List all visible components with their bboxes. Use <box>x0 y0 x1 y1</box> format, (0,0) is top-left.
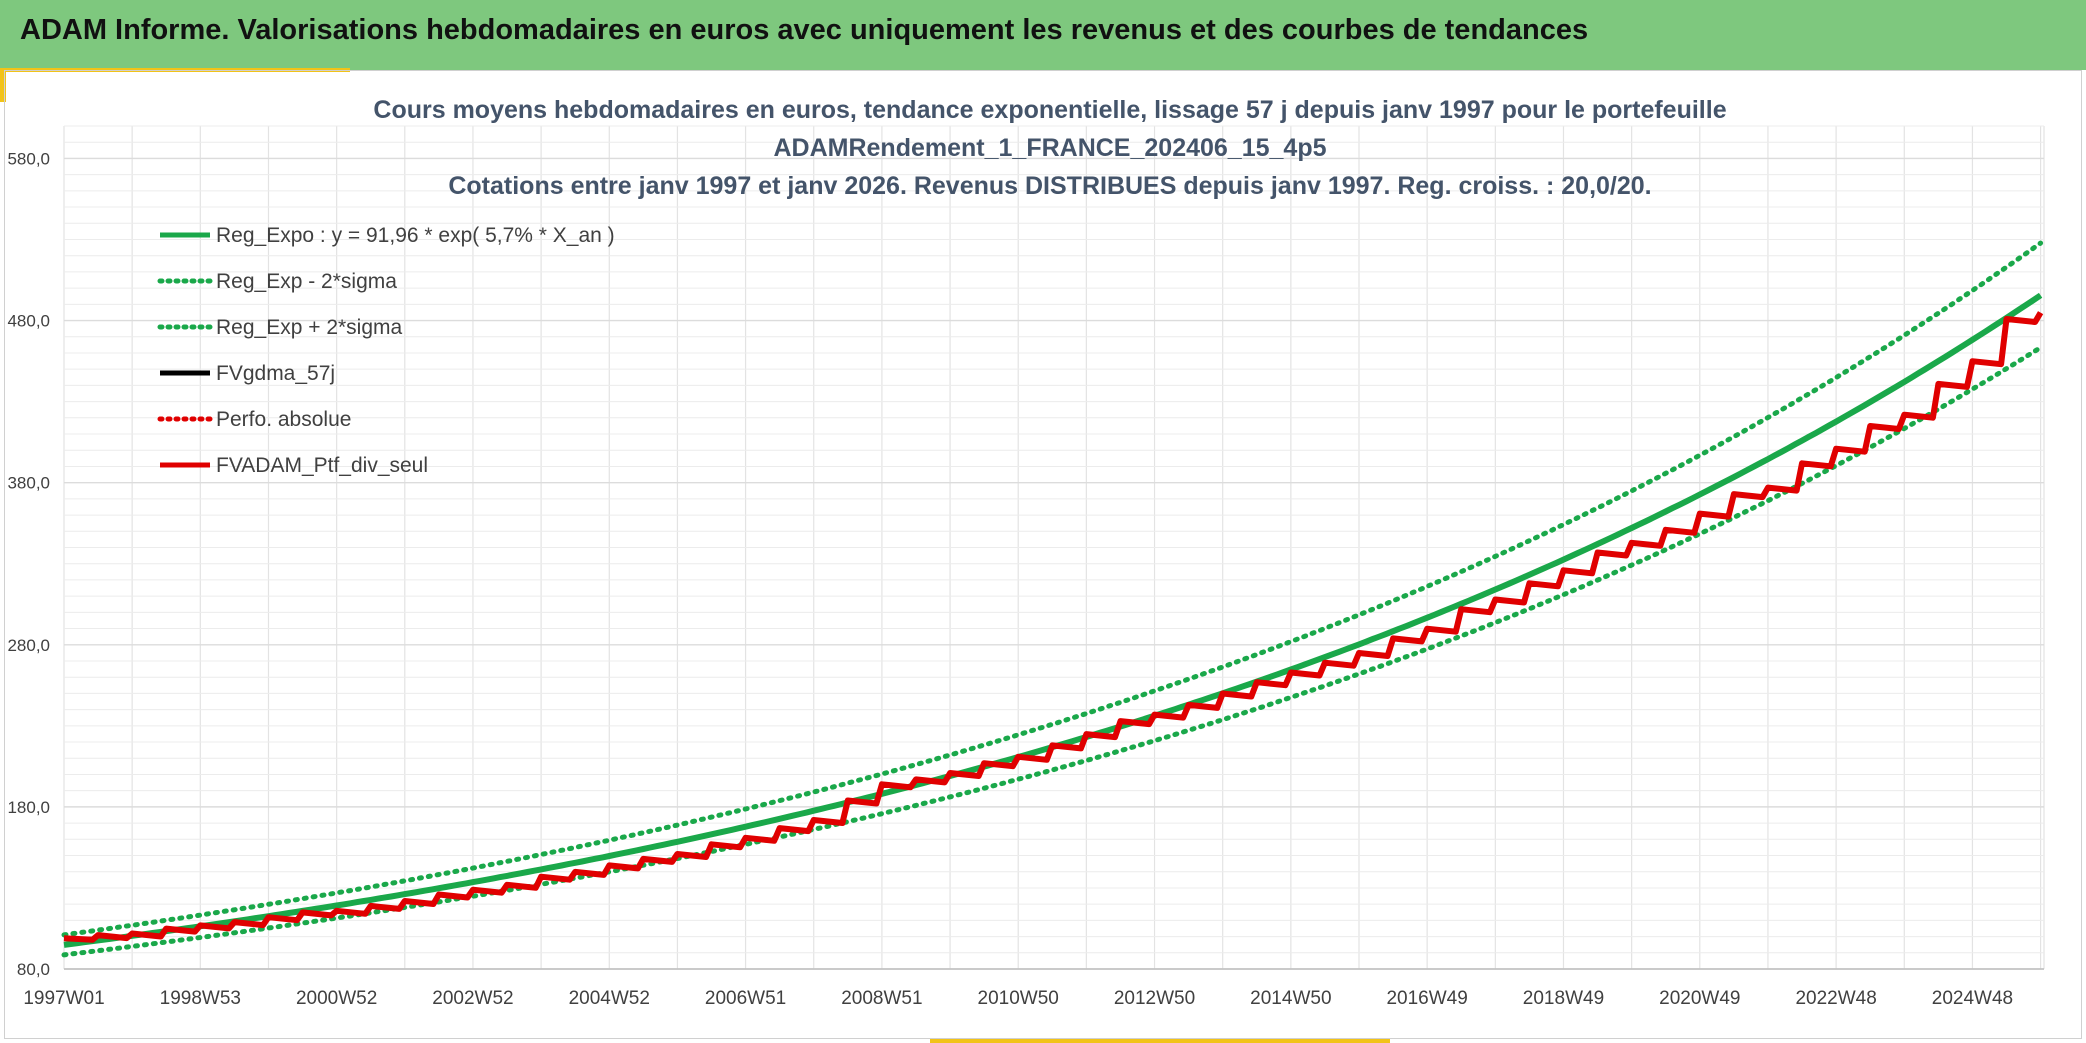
chart-frame <box>4 70 2082 1039</box>
legend-label: FVADAM_Ptf_div_seul <box>216 454 428 477</box>
chart-title-line-3: Cotations entre janv 1997 et janv 2026. … <box>448 172 1651 200</box>
x-tick-label: 2016W49 <box>1386 988 1467 1009</box>
x-tick-label: 2020W49 <box>1659 988 1740 1009</box>
x-tick-label: 2012W50 <box>1114 988 1195 1009</box>
y-tick-label: 580,0 <box>7 149 50 168</box>
x-tick-label: 2022W48 <box>1795 988 1876 1009</box>
chart-title-line-1: Cours moyens hebdomadaires en euros, ten… <box>373 96 1726 124</box>
y-tick-label: 480,0 <box>7 312 50 331</box>
series-reg-minus-2sigma <box>61 345 2044 958</box>
x-tick-label: 2006W51 <box>705 988 786 1009</box>
chart-title-line-2: ADAMRendement_1_FRANCE_202406_15_4p5 <box>773 134 1326 162</box>
accent-strip-left <box>0 68 6 102</box>
y-tick-label: 80,0 <box>17 960 50 979</box>
x-tick-label: 2014W50 <box>1250 988 1331 1009</box>
x-tick-label: 1997W01 <box>23 988 104 1009</box>
legend-label: Reg_Exp + 2*sigma <box>216 316 403 339</box>
x-tick-label: 1998W53 <box>160 988 241 1009</box>
y-tick-label: 180,0 <box>7 798 50 817</box>
x-tick-label: 2010W50 <box>978 988 1059 1009</box>
legend-label: Reg_Exp - 2*sigma <box>216 270 397 293</box>
chart-title-block: Cours moyens hebdomadaires en euros, ten… <box>373 96 1726 200</box>
header-bar: ADAM Informe. Valorisations hebdomadaire… <box>0 0 2086 70</box>
x-tick-label: 2000W52 <box>296 988 377 1009</box>
legend-label: Perfo. absolue <box>216 408 351 431</box>
x-tick-label: 2002W52 <box>432 988 513 1009</box>
page-title: ADAM Informe. Valorisations hebdomadaire… <box>20 14 1589 46</box>
x-tick-label: 2004W52 <box>569 988 650 1009</box>
y-tick-label: 380,0 <box>7 474 50 493</box>
series-fvadam-ptf-div-seul <box>63 311 2044 943</box>
series-reg-expo <box>63 292 2043 948</box>
axes: 80,0 180,0 280,0 380,0 480,0 580,0 1997W01 1998… <box>7 149 2044 1009</box>
legend-label: FVgdma_57j <box>216 362 335 385</box>
series-fvgdma-57j <box>64 313 2042 940</box>
y-tick-label: 280,0 <box>7 636 50 655</box>
legend: Reg_Expo : y = 91,96 * exp( 5,7% * X_an … <box>157 224 615 477</box>
series-reg-plus-2sigma <box>61 240 2044 938</box>
x-tick-label: 2008W51 <box>841 988 922 1009</box>
x-tick-label: 2024W48 <box>1932 988 2013 1009</box>
accent-strip-bottom <box>930 1039 1390 1043</box>
legend-label: Reg_Expo : y = 91,96 * exp( 5,7% * X_an … <box>216 224 615 247</box>
series-lines <box>61 240 2044 958</box>
x-tick-label: 2018W49 <box>1523 988 1604 1009</box>
grid-lines <box>63 125 2045 970</box>
